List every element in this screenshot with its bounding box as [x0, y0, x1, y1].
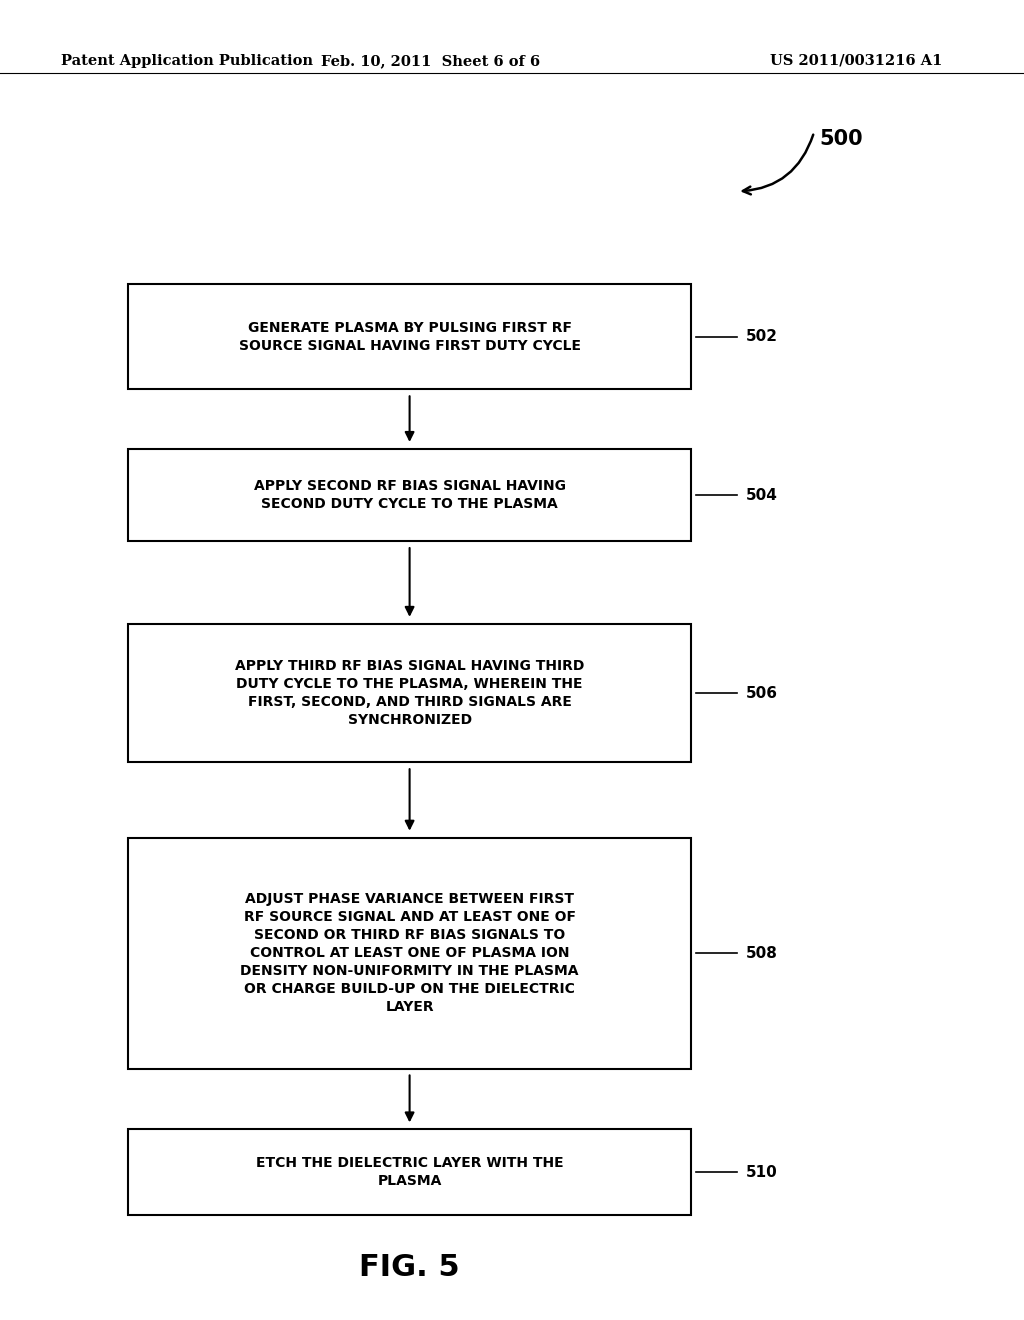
Text: 508: 508: [745, 945, 777, 961]
Text: Feb. 10, 2011  Sheet 6 of 6: Feb. 10, 2011 Sheet 6 of 6: [321, 54, 540, 67]
Text: ETCH THE DIELECTRIC LAYER WITH THE
PLASMA: ETCH THE DIELECTRIC LAYER WITH THE PLASM…: [256, 1156, 563, 1188]
Bar: [128, 449, 691, 541]
Text: APPLY SECOND RF BIAS SIGNAL HAVING
SECOND DUTY CYCLE TO THE PLASMA: APPLY SECOND RF BIAS SIGNAL HAVING SECON…: [254, 479, 565, 511]
Bar: [128, 1129, 691, 1214]
Bar: [128, 837, 691, 1069]
Bar: [128, 624, 691, 763]
Text: Patent Application Publication: Patent Application Publication: [61, 54, 313, 67]
Text: ADJUST PHASE VARIANCE BETWEEN FIRST
RF SOURCE SIGNAL AND AT LEAST ONE OF
SECOND : ADJUST PHASE VARIANCE BETWEEN FIRST RF S…: [241, 892, 579, 1014]
Text: GENERATE PLASMA BY PULSING FIRST RF
SOURCE SIGNAL HAVING FIRST DUTY CYCLE: GENERATE PLASMA BY PULSING FIRST RF SOUR…: [239, 321, 581, 352]
Text: 500: 500: [819, 128, 863, 149]
FancyArrowPatch shape: [742, 135, 813, 194]
Text: 502: 502: [745, 329, 777, 345]
Text: 510: 510: [745, 1164, 777, 1180]
Text: 506: 506: [745, 685, 777, 701]
Text: 504: 504: [745, 487, 777, 503]
Text: US 2011/0031216 A1: US 2011/0031216 A1: [770, 54, 942, 67]
Text: FIG. 5: FIG. 5: [359, 1253, 460, 1282]
Text: APPLY THIRD RF BIAS SIGNAL HAVING THIRD
DUTY CYCLE TO THE PLASMA, WHEREIN THE
FI: APPLY THIRD RF BIAS SIGNAL HAVING THIRD …: [234, 659, 585, 727]
Bar: [128, 284, 691, 389]
